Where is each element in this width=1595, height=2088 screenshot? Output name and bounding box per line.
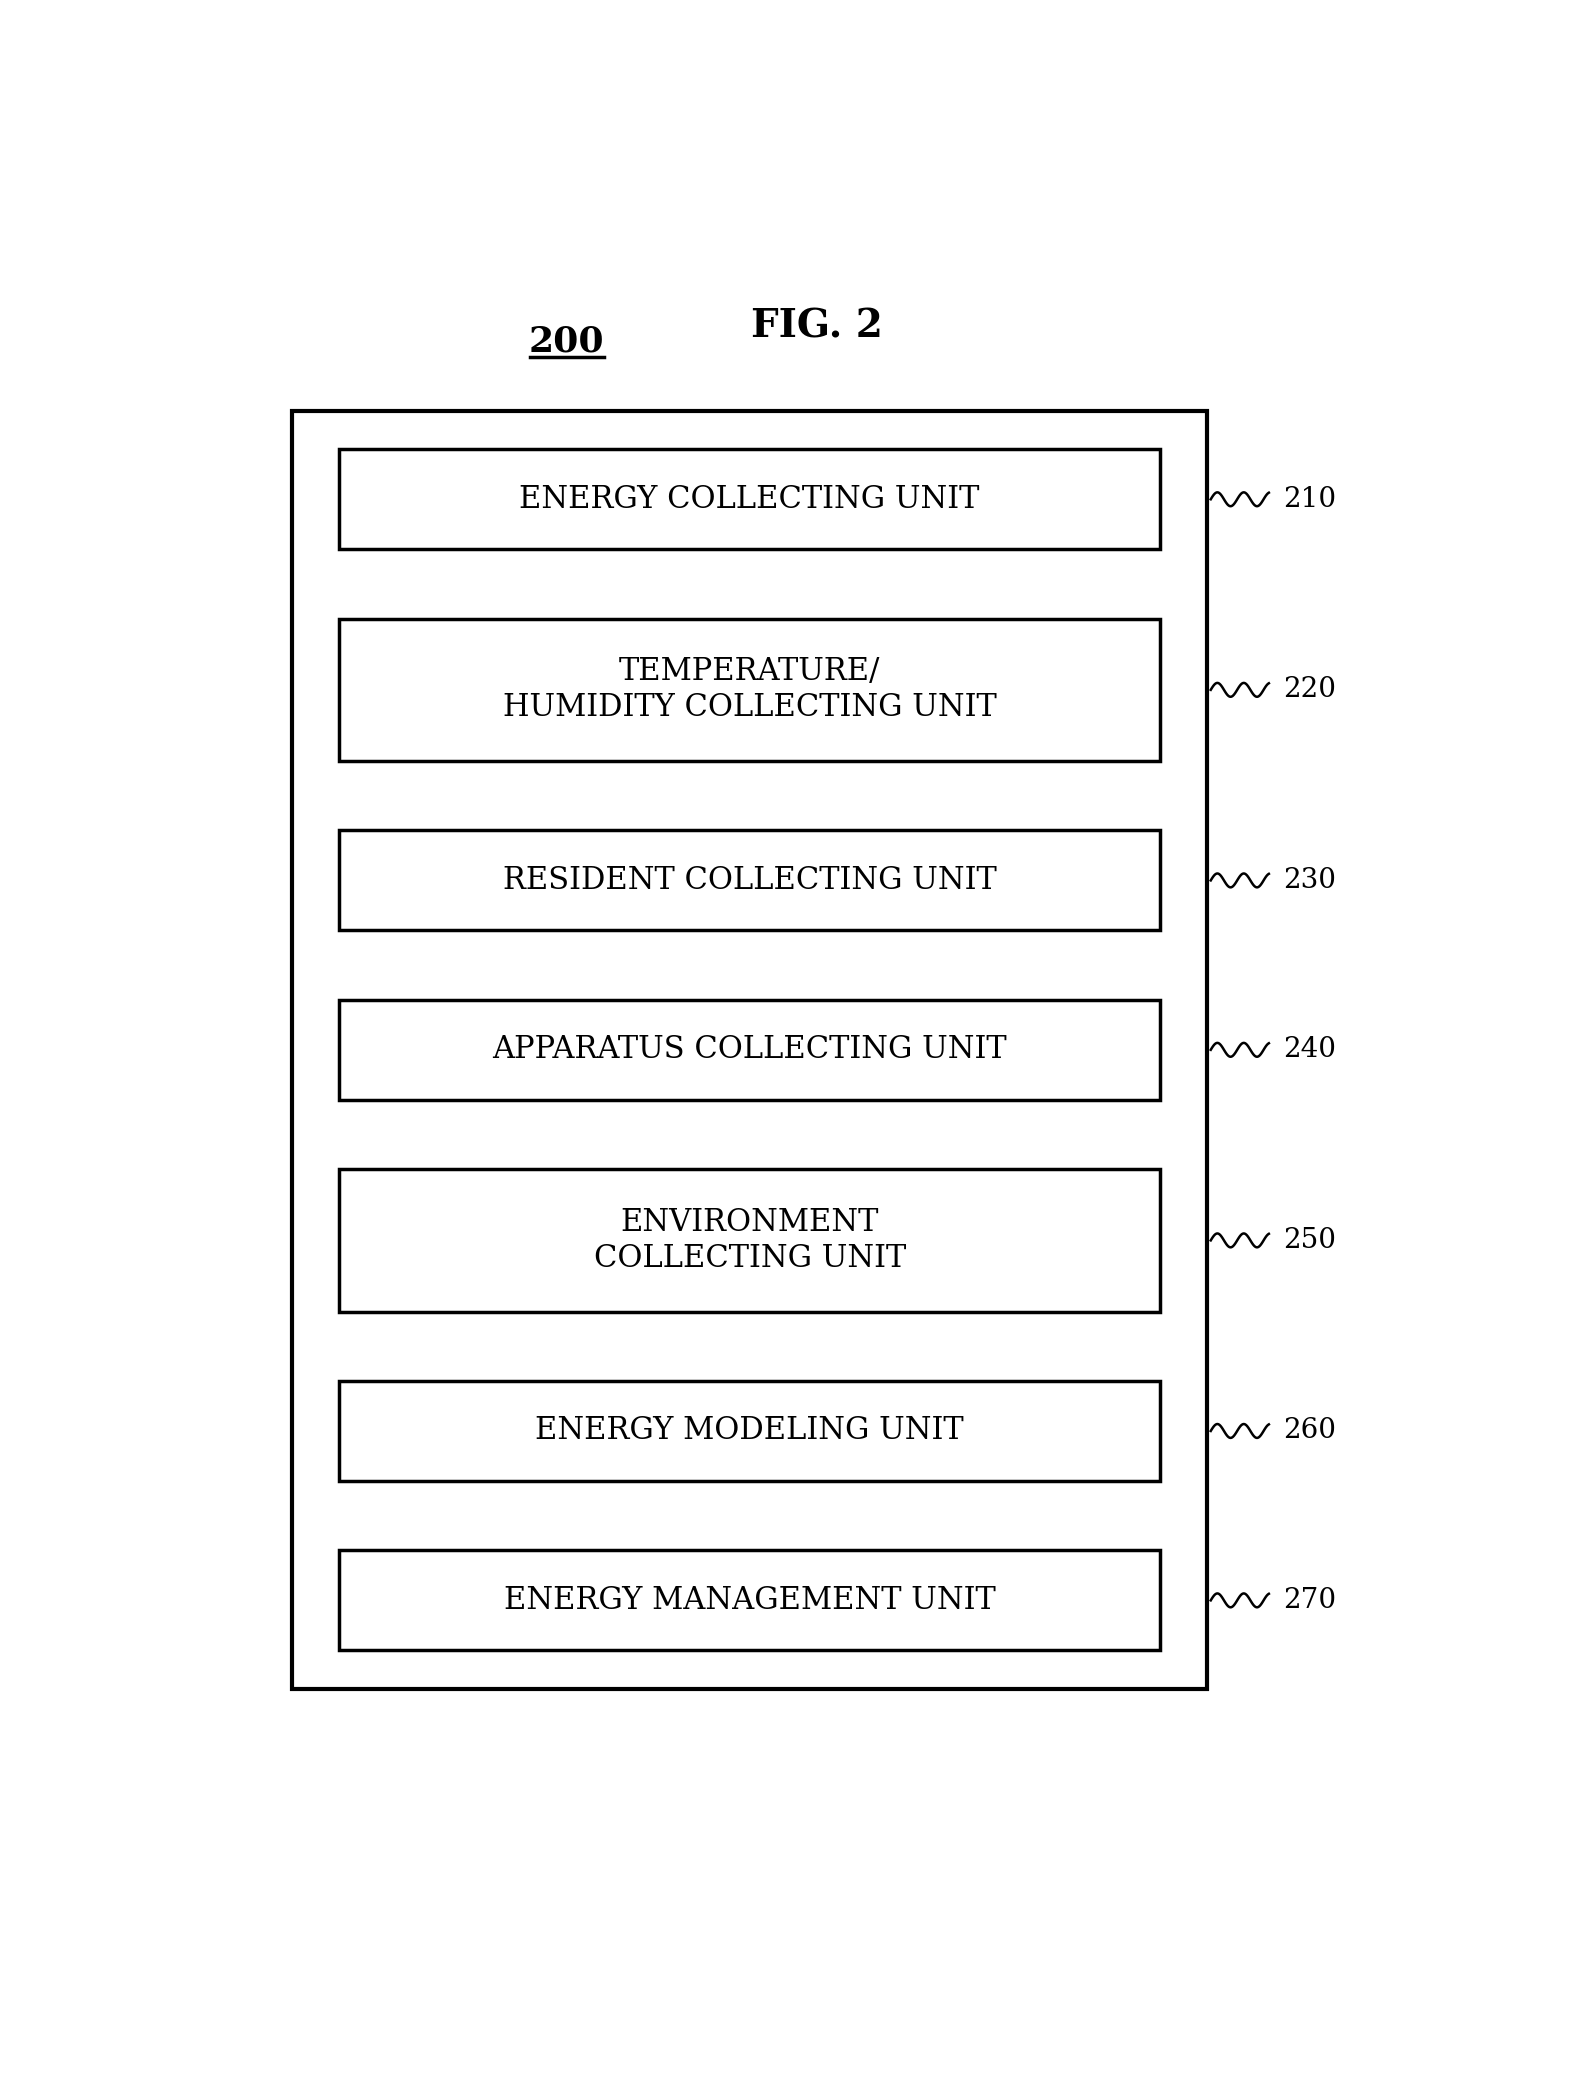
Text: 220: 220 — [1282, 677, 1337, 704]
Text: FIG. 2: FIG. 2 — [751, 307, 884, 345]
Text: TEMPERATURE/
HUMIDITY COLLECTING UNIT: TEMPERATURE/ HUMIDITY COLLECTING UNIT — [502, 656, 997, 722]
Text: ENVIRONMENT
COLLECTING UNIT: ENVIRONMENT COLLECTING UNIT — [593, 1207, 906, 1274]
Text: 270: 270 — [1282, 1587, 1337, 1614]
FancyBboxPatch shape — [338, 618, 1161, 760]
Text: RESIDENT COLLECTING UNIT: RESIDENT COLLECTING UNIT — [502, 864, 997, 896]
FancyBboxPatch shape — [338, 831, 1161, 931]
Text: ENERGY COLLECTING UNIT: ENERGY COLLECTING UNIT — [520, 484, 979, 516]
FancyBboxPatch shape — [338, 1549, 1161, 1650]
FancyBboxPatch shape — [338, 449, 1161, 549]
Text: ENERGY MANAGEMENT UNIT: ENERGY MANAGEMENT UNIT — [504, 1585, 995, 1616]
Text: ENERGY MODELING UNIT: ENERGY MODELING UNIT — [536, 1416, 963, 1447]
Text: 260: 260 — [1282, 1418, 1337, 1445]
Text: 240: 240 — [1282, 1036, 1337, 1063]
FancyBboxPatch shape — [338, 1169, 1161, 1311]
FancyBboxPatch shape — [292, 411, 1207, 1689]
FancyBboxPatch shape — [338, 1000, 1161, 1100]
Text: 230: 230 — [1282, 867, 1337, 894]
Text: APPARATUS COLLECTING UNIT: APPARATUS COLLECTING UNIT — [493, 1034, 1006, 1065]
Text: 250: 250 — [1282, 1228, 1337, 1255]
Text: 210: 210 — [1282, 487, 1337, 514]
FancyBboxPatch shape — [338, 1380, 1161, 1480]
Text: 200: 200 — [530, 324, 605, 359]
